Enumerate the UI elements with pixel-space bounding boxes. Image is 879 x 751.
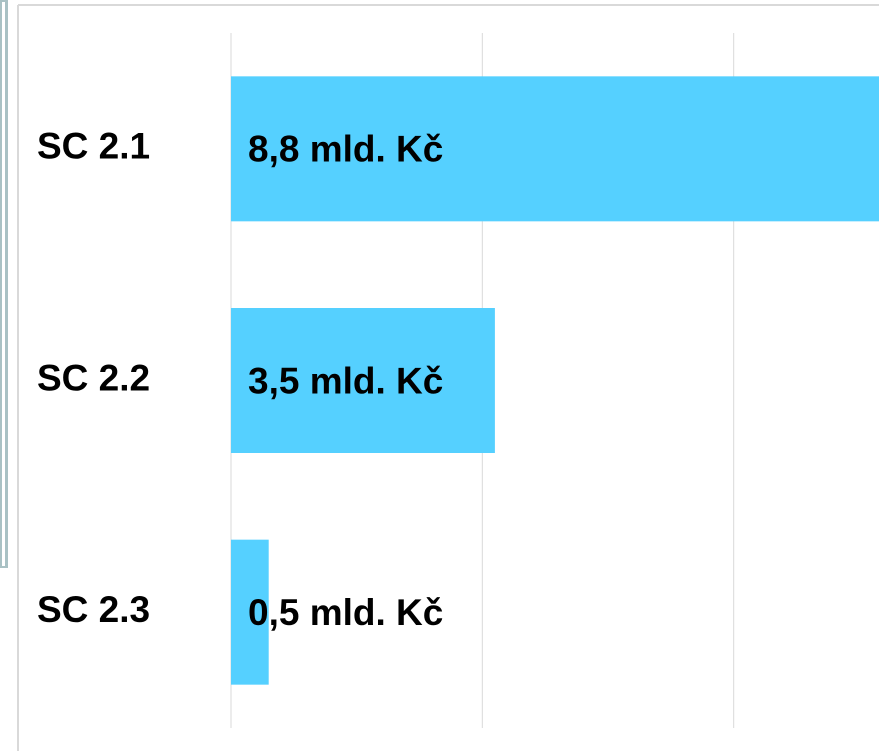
bar-3 <box>231 539 269 685</box>
data-label-3: 0,5 mld. Kč <box>248 592 443 633</box>
bar-2 <box>231 308 495 453</box>
left-frame-inner <box>2 2 5 566</box>
category-label-1: SC 2.1 <box>37 126 150 167</box>
bar-1 <box>231 76 879 222</box>
category-label-3: SC 2.3 <box>37 589 150 630</box>
bars <box>231 76 879 685</box>
category-label-2: SC 2.2 <box>37 357 150 398</box>
data-label-1: 8,8 mld. Kč <box>248 129 443 170</box>
data-label-2: 3,5 mld. Kč <box>248 360 443 401</box>
labels: SC 2.1 8,8 mld. Kč SC 2.2 3,5 mld. Kč SC 2.3… <box>37 126 443 633</box>
